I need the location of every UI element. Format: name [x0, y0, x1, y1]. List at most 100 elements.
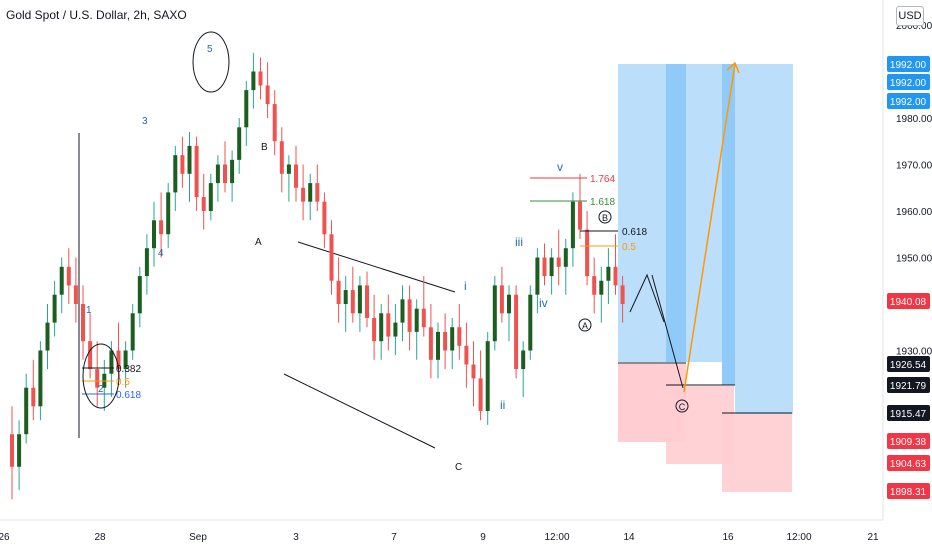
candle-body[interactable] — [585, 229, 590, 277]
channel-lower[interactable] — [283, 373, 436, 449]
candle-body[interactable] — [173, 155, 178, 193]
candle-body[interactable] — [59, 266, 64, 295]
candle-body[interactable] — [507, 294, 511, 314]
candle-body[interactable] — [428, 327, 433, 360]
candle-body[interactable] — [215, 164, 220, 184]
candle-body[interactable] — [343, 290, 348, 304]
candle-body[interactable] — [599, 280, 604, 295]
candle-body[interactable] — [372, 317, 377, 342]
candle-body[interactable] — [443, 331, 448, 351]
candle-body[interactable] — [528, 294, 533, 351]
candle-body[interactable] — [251, 71, 256, 91]
candle-body[interactable] — [393, 322, 398, 337]
candle-body[interactable] — [73, 285, 78, 304]
candle-body[interactable] — [81, 304, 85, 342]
fib-lines[interactable] — [82, 177, 618, 395]
candle-body[interactable] — [17, 434, 22, 467]
candle-body[interactable] — [400, 299, 405, 323]
candle-body[interactable] — [478, 378, 483, 411]
candle-body[interactable] — [286, 164, 291, 174]
candle-body[interactable] — [407, 299, 412, 332]
candle-body[interactable] — [436, 331, 440, 360]
candle-body[interactable] — [272, 104, 277, 142]
candle-body[interactable] — [194, 145, 199, 198]
candle-body[interactable] — [365, 285, 369, 318]
projection-path[interactable] — [629, 273, 665, 323]
candle-body[interactable] — [10, 434, 14, 467]
candle-body[interactable] — [322, 201, 327, 235]
candle-body[interactable] — [152, 220, 156, 249]
orange-projection[interactable] — [683, 63, 736, 393]
stop-zone-3[interactable] — [722, 414, 792, 492]
candle-body[interactable] — [38, 350, 43, 407]
candle-body[interactable] — [109, 350, 114, 374]
time-axis-ticks[interactable]: 26 28 Sep 3 7 9 12:00 14 16 12:00 21 — [0, 532, 879, 543]
candle-body[interactable] — [329, 234, 334, 281]
candle-body[interactable] — [45, 322, 50, 351]
candle-body[interactable] — [308, 183, 313, 202]
candle-body[interactable] — [606, 266, 611, 281]
candle-body[interactable] — [457, 327, 462, 346]
candle-body[interactable] — [592, 276, 597, 295]
candle-body[interactable] — [130, 313, 135, 351]
candle-body[interactable] — [336, 280, 341, 304]
candle-body[interactable] — [201, 197, 206, 211]
position-zones[interactable] — [618, 64, 793, 492]
candle-body[interactable] — [464, 345, 469, 365]
candle-body[interactable] — [137, 276, 142, 314]
candle-body[interactable] — [414, 308, 419, 332]
price-axis-ticks[interactable]: 1930.00 1950.00 1960.00 1970.00 1980.00 2000.… — [896, 21, 932, 358]
candle-body[interactable] — [230, 159, 235, 184]
candle-body[interactable] — [237, 127, 242, 160]
candle-body[interactable] — [386, 313, 391, 337]
candle-body[interactable] — [542, 257, 547, 277]
candle-body[interactable] — [244, 90, 249, 128]
candle-body[interactable] — [620, 285, 625, 304]
candle-body[interactable] — [95, 369, 100, 388]
candle-body[interactable] — [265, 85, 270, 105]
candle-body[interactable] — [180, 155, 185, 174]
candle-body[interactable] — [563, 248, 568, 267]
candle-body[interactable] — [315, 183, 320, 202]
candle-body[interactable] — [357, 285, 362, 314]
candle-body[interactable] — [350, 290, 355, 314]
candle-body[interactable] — [421, 308, 426, 328]
candle-body[interactable] — [471, 364, 476, 379]
candle-body[interactable] — [485, 341, 490, 411]
candle-body[interactable] — [499, 285, 504, 314]
candle-body[interactable] — [52, 294, 57, 323]
candle-body[interactable] — [570, 201, 575, 249]
candle-body[interactable] — [144, 248, 149, 277]
candle-body[interactable] — [66, 266, 71, 286]
candle-body[interactable] — [159, 220, 164, 235]
candle-body[interactable] — [123, 350, 128, 370]
candle-body[interactable] — [294, 164, 298, 188]
candle-body[interactable] — [166, 192, 171, 235]
candle-body[interactable] — [521, 350, 526, 370]
channel-lines[interactable] — [78, 133, 456, 449]
candle-body[interactable] — [187, 145, 192, 174]
candle-body[interactable] — [549, 257, 554, 277]
candle-body[interactable] — [514, 294, 519, 370]
candle-body[interactable] — [88, 341, 93, 370]
candle-body[interactable] — [450, 327, 455, 351]
candle-body[interactable] — [208, 183, 213, 211]
candle-body[interactable] — [379, 313, 384, 342]
candle-body[interactable] — [258, 71, 263, 86]
candle-body[interactable] — [301, 187, 306, 202]
currency-button[interactable]: USD — [896, 6, 924, 26]
candle-body[interactable] — [556, 257, 561, 267]
candle-body[interactable] — [223, 164, 227, 184]
candle-body[interactable] — [24, 387, 29, 435]
candle-body[interactable] — [279, 141, 284, 174]
channel-upper[interactable] — [297, 241, 456, 293]
candle-body[interactable] — [578, 201, 582, 230]
candle-body[interactable] — [31, 387, 36, 407]
candle-body[interactable] — [535, 257, 540, 295]
projection-path-2[interactable] — [651, 274, 684, 389]
candle-body[interactable] — [116, 350, 121, 370]
candle-body[interactable] — [613, 266, 618, 286]
candle-body[interactable] — [492, 285, 497, 342]
